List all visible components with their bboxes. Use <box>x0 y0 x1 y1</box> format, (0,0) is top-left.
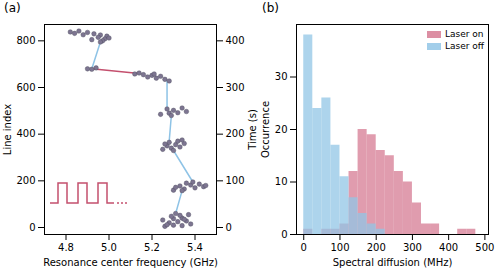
html-text:(a): (a) <box>4 1 21 15</box>
svg-text:30: 30 <box>275 71 288 82</box>
svg-text:5.2: 5.2 <box>144 242 160 253</box>
svg-text:400: 400 <box>439 242 458 253</box>
svg-text:Spectral diffusion (MHz): Spectral diffusion (MHz) <box>333 257 453 268</box>
svg-text:10: 10 <box>275 176 288 187</box>
svg-text:200: 200 <box>16 175 35 186</box>
svg-text:800: 800 <box>16 35 35 46</box>
svg-text:Time (s): Time (s) <box>247 109 258 151</box>
svg-text:0: 0 <box>281 229 287 240</box>
svg-text:100: 100 <box>226 175 245 186</box>
svg-text:4.8: 4.8 <box>58 242 74 253</box>
svg-text:200: 200 <box>367 242 386 253</box>
svg-text:100: 100 <box>330 242 349 253</box>
svg-text:0: 0 <box>29 222 35 233</box>
svg-text:400: 400 <box>16 128 35 139</box>
svg-text:Resonance center frequency (GH: Resonance center frequency (GHz) <box>43 257 218 268</box>
svg-text:300: 300 <box>226 82 245 93</box>
html-text:(b): (b) <box>262 1 279 15</box>
svg-text:0: 0 <box>226 222 232 233</box>
svg-text:0: 0 <box>301 242 307 253</box>
svg-text:200: 200 <box>226 128 245 139</box>
svg-text:5.0: 5.0 <box>101 242 117 253</box>
svg-text:Occurrence: Occurrence <box>260 101 271 158</box>
html-text:Laser off: Laser off <box>445 41 484 51</box>
svg-text:600: 600 <box>16 82 35 93</box>
svg-text:400: 400 <box>226 35 245 46</box>
svg-text:500: 500 <box>475 242 494 253</box>
svg-text:Line index: Line index <box>2 104 13 155</box>
svg-text:300: 300 <box>403 242 422 253</box>
svg-text:20: 20 <box>275 124 288 135</box>
svg-text:5.4: 5.4 <box>187 242 203 253</box>
html-text:Laser on: Laser on <box>445 29 484 39</box>
